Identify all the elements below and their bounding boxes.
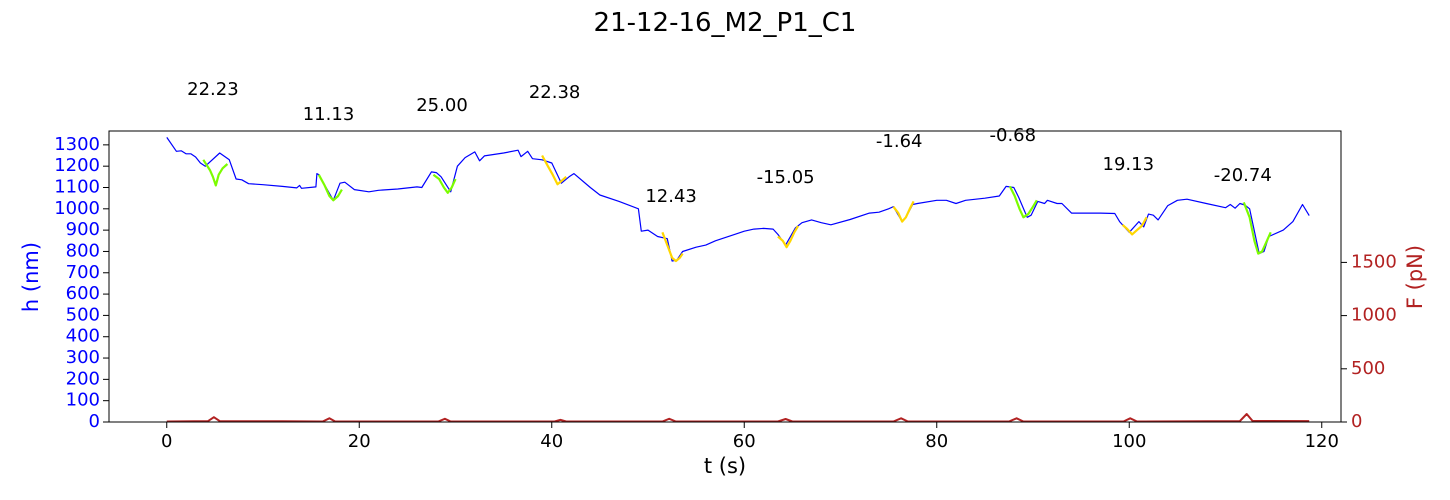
x-tick-label: 0 (161, 431, 172, 452)
annotation-label-1: 22.23 (187, 79, 239, 100)
y-left-tick-label: 200 (66, 368, 100, 389)
y-right-tick-label: 500 (1351, 358, 1385, 379)
annotation-label-8: -0.68 (990, 125, 1037, 146)
annotation-label-4: 22.38 (529, 82, 581, 103)
y-left-tick-label: 500 (66, 304, 100, 325)
chart-title: 21-12-16_M2_P1_C1 (594, 8, 857, 38)
y-left-tick-label: 0 (89, 411, 100, 432)
y-left-tick-label: 900 (66, 219, 100, 240)
annotations: 22.23 11.13 25.00 22.38 12.43 -15.05 -1.64 -0.6… (187, 79, 1272, 207)
y-left-tick-label: 700 (66, 262, 100, 283)
annotation-label-9: 19.13 (1103, 154, 1155, 175)
annotation-label-10: -20.74 (1214, 165, 1272, 186)
y-right-tick-label: 1000 (1351, 305, 1397, 326)
segment-line-3 (432, 173, 457, 194)
segment-line-6 (777, 225, 800, 249)
annotation-label-2: 11.13 (303, 104, 355, 125)
x-tick-label: 100 (1112, 431, 1146, 452)
annotation-label-5: 12.43 (645, 186, 697, 207)
plot-frame (108, 130, 1342, 423)
x-axis-label: t (s) (704, 454, 746, 478)
x-tick-label: 40 (540, 431, 563, 452)
segment-line-7 (892, 200, 915, 223)
y-left-tick-label: 1300 (54, 134, 100, 155)
x-tick-label: 60 (733, 431, 756, 452)
y-left-tick-label: 1000 (54, 198, 100, 219)
x-tick-label: 20 (348, 431, 371, 452)
y-right-tick-label: 0 (1351, 411, 1362, 432)
plot-area (166, 137, 1310, 423)
y-left-tick-label: 1200 (54, 155, 100, 176)
x-tick-label: 80 (925, 431, 948, 452)
x-tick-label: 120 (1305, 431, 1339, 452)
axes: 0 20 40 60 80 100 1200100200300400500600700800… (54, 134, 1397, 452)
y-axis-left-label: h (nm) (19, 242, 43, 312)
segment-line-9 (1121, 216, 1148, 236)
annotation-label-3: 25.00 (416, 95, 468, 116)
segment-line-8 (1008, 185, 1038, 219)
annotation-label-6: -15.05 (757, 167, 815, 188)
y-left-tick-label: 600 (66, 283, 100, 304)
segment-line-10 (1242, 202, 1272, 255)
segment-line-4 (541, 154, 567, 186)
y-left-tick-label: 400 (66, 326, 100, 347)
y-left-tick-label: 1100 (54, 176, 100, 197)
y-axis-right-label: F (pN) (1403, 245, 1427, 309)
segment-line-1 (202, 159, 229, 187)
segment-line-5 (661, 231, 684, 263)
y-right-tick-label: 1500 (1351, 251, 1397, 272)
annotation-label-7: -1.64 (876, 131, 923, 152)
y-left-tick-label: 800 (66, 240, 100, 261)
y-left-tick-label: 300 (66, 347, 100, 368)
force-series-line (166, 413, 1310, 423)
segment-line-2 (317, 174, 343, 202)
y-left-tick-label: 100 (66, 390, 100, 411)
